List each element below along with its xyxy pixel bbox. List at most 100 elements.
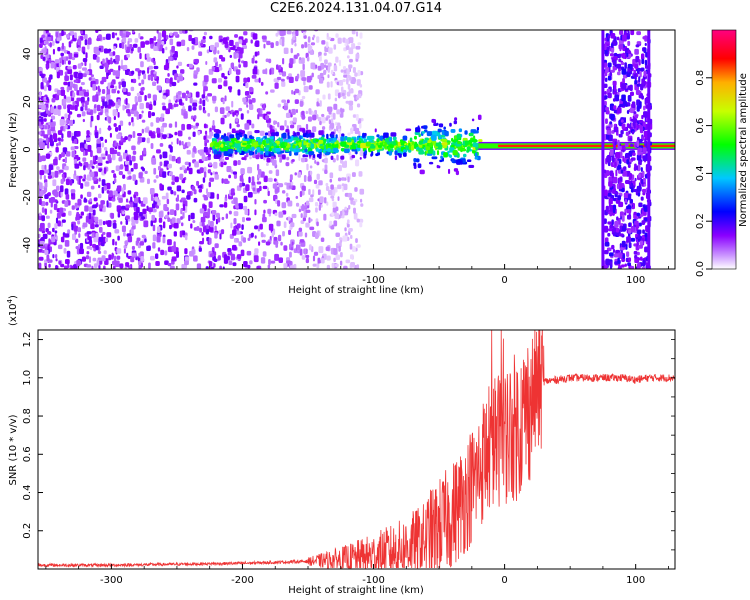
heat-cell [376, 151, 381, 156]
heat-cell [441, 130, 445, 135]
heat-cell [256, 69, 260, 76]
heat-cell [615, 227, 620, 233]
heat-cell [276, 76, 282, 81]
heat-cell [116, 151, 121, 156]
heat-cell [302, 154, 306, 158]
heat-cell [604, 50, 608, 55]
heat-cell [79, 242, 84, 249]
heat-cell [232, 171, 238, 175]
heat-cell [333, 65, 338, 72]
heat-cell [120, 59, 123, 66]
snr-panel: -300 -200 -100 0 100 0.20.40.60.81.01.2 Heig… [6, 295, 676, 596]
heat-cell [359, 188, 365, 195]
heat-cell [207, 169, 212, 174]
heat-cell [333, 147, 339, 153]
heat-cell [630, 226, 635, 233]
heat-cell [214, 66, 220, 73]
heat-cell [353, 138, 357, 143]
heat-cell [239, 134, 243, 138]
heat-cell [176, 138, 179, 145]
heat-cell [310, 62, 316, 70]
heat-cell [249, 156, 252, 160]
heat-cell [335, 89, 338, 97]
heat-cell [313, 30, 319, 32]
heat-cell [43, 118, 47, 122]
heat-cell [41, 49, 46, 54]
heat-cell [116, 134, 121, 140]
heat-cell [198, 247, 202, 252]
heat-cell [331, 212, 335, 216]
heat-cell [94, 216, 99, 222]
heat-cell [262, 185, 268, 190]
heat-cell [260, 150, 264, 156]
heat-cell [205, 266, 209, 269]
heat-cell [148, 262, 151, 269]
heat-cell [166, 78, 170, 84]
heat-cell [260, 144, 264, 150]
heat-cell [324, 59, 328, 65]
heat-cell [138, 172, 143, 179]
heat-cell [136, 111, 139, 115]
heat-cell [155, 253, 159, 259]
heat-cell [318, 55, 322, 62]
heat-cell [335, 206, 339, 212]
heat-cell [437, 128, 442, 133]
heat-cell [409, 137, 413, 143]
heat-cell [201, 231, 204, 236]
heat-cell [636, 31, 641, 36]
heat-cell [604, 62, 608, 68]
heat-cell [231, 100, 234, 108]
heat-cell [92, 243, 97, 248]
heat-cell [278, 72, 283, 76]
heat-cell [109, 147, 115, 155]
heat-cell [104, 62, 108, 68]
heat-cell [40, 112, 46, 117]
heat-cell [347, 219, 350, 224]
heat-cell [54, 190, 59, 198]
heat-cell [235, 134, 240, 140]
heat-cell [60, 52, 65, 57]
heat-cell [342, 79, 346, 83]
heat-cell [57, 130, 63, 136]
heat-cell [628, 151, 633, 156]
heat-cell [356, 103, 361, 108]
heat-cell [43, 73, 46, 77]
heat-cell [353, 212, 358, 220]
heat-cell [139, 103, 144, 110]
heat-cell [609, 264, 613, 268]
heat-cell [130, 256, 135, 263]
heat-cell [312, 153, 316, 159]
heat-cell [124, 136, 128, 141]
heat-cell [299, 56, 302, 61]
heat-cell [137, 136, 143, 143]
heat-cell [328, 109, 332, 115]
heat-cell [327, 62, 332, 67]
heat-cell [58, 62, 62, 68]
heat-cell [295, 108, 298, 114]
heat-cell [617, 195, 622, 201]
heat-cell [188, 34, 192, 42]
heat-cell [636, 185, 642, 192]
heat-cell [622, 149, 625, 153]
heat-cell [616, 216, 619, 221]
heat-cell [238, 107, 243, 112]
heat-cell [147, 93, 152, 99]
heat-cell [139, 155, 144, 161]
heat-cell [114, 260, 120, 267]
heat-cell [184, 260, 189, 266]
heat-cell [240, 168, 245, 175]
heat-cell [627, 40, 631, 46]
heat-cell [219, 107, 225, 114]
heat-cell [288, 185, 293, 189]
heat-cell [87, 108, 91, 113]
heat-cell [78, 175, 83, 179]
heat-cell [63, 265, 68, 269]
colorbar-tick-label: 0.2 [695, 213, 706, 229]
heat-cell [130, 167, 134, 172]
heat-cell [83, 197, 87, 203]
heat-cell [218, 54, 223, 59]
heat-cell [74, 32, 77, 39]
heat-cell [626, 35, 630, 40]
heat-cell [278, 137, 281, 142]
heat-cell [76, 113, 82, 118]
